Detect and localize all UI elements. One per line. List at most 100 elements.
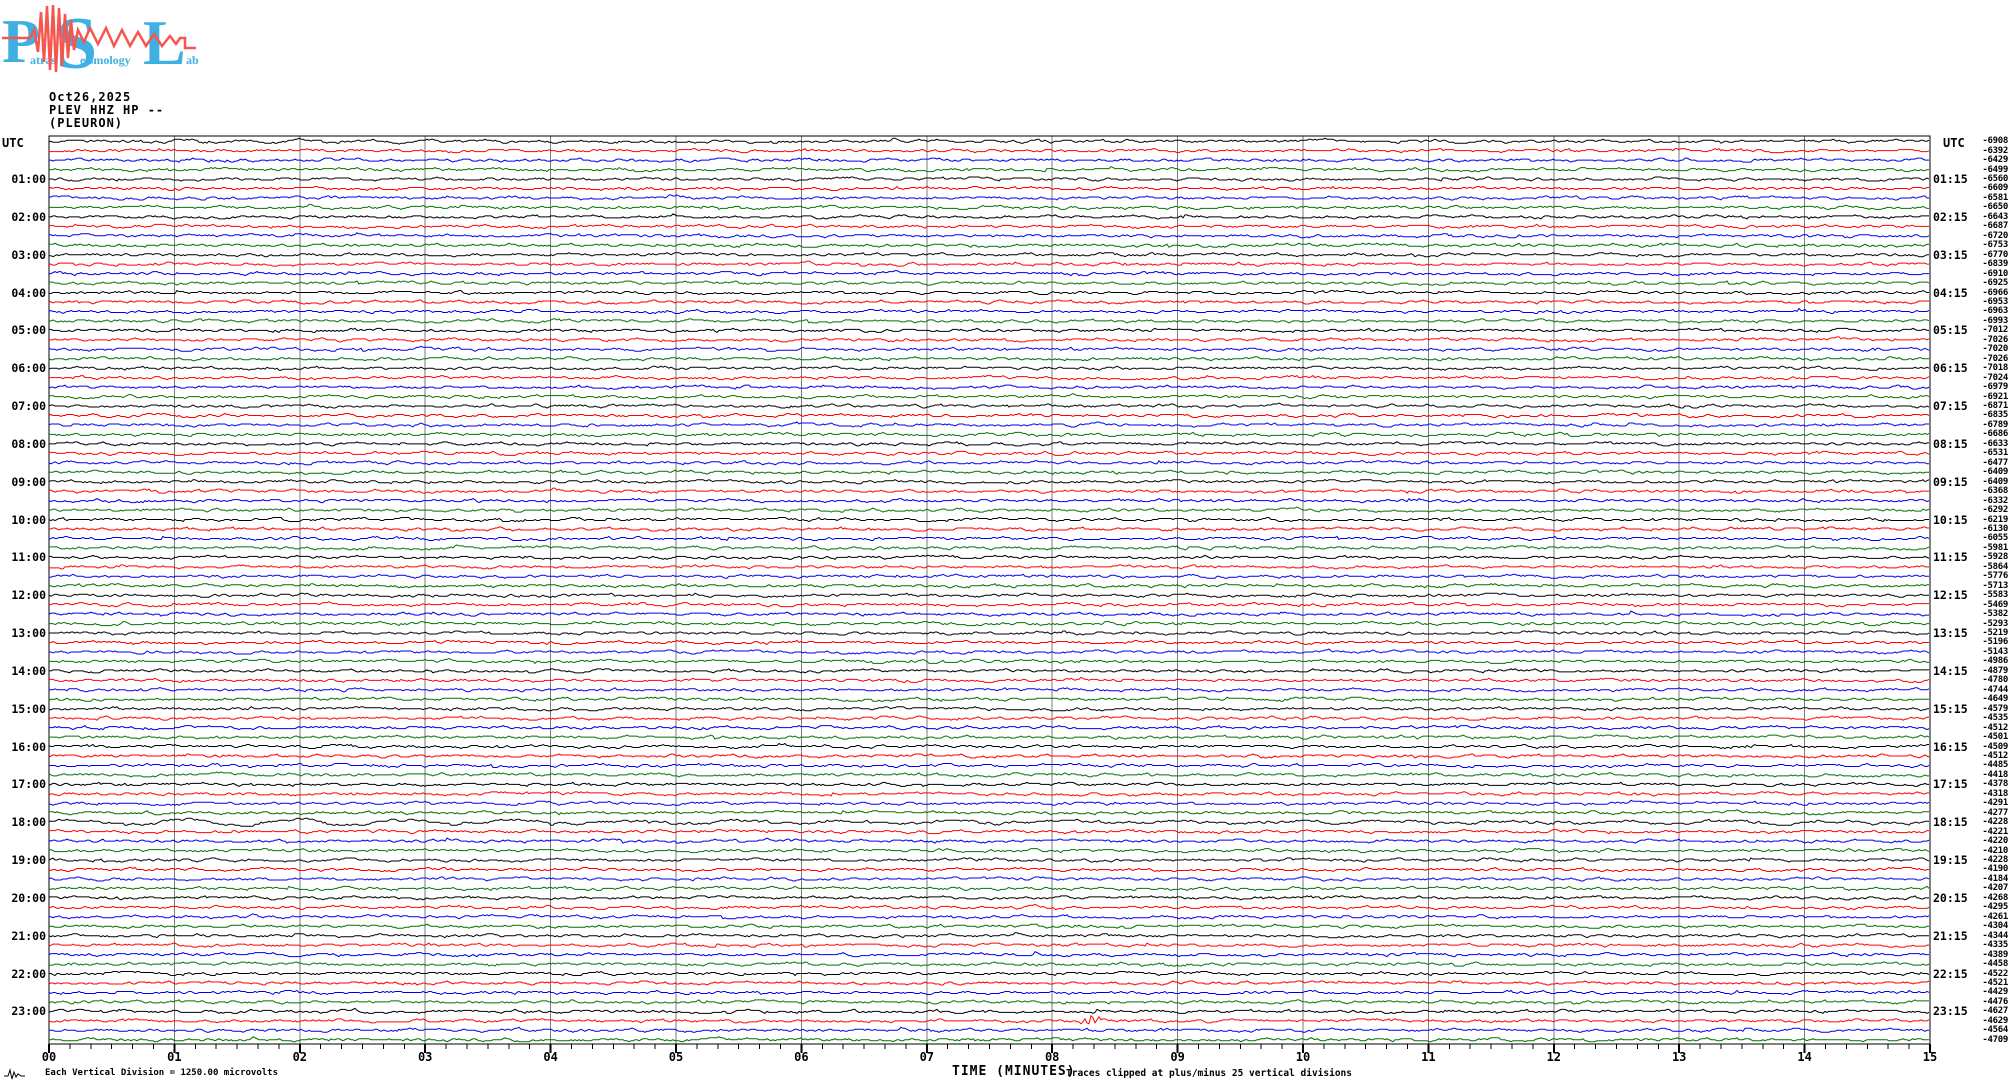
seismogram-trace-row [49, 260, 1929, 267]
right-hour-label: 15:15 [1933, 701, 1968, 716]
seismogram-trace-row [49, 450, 1930, 456]
left-hour-label: 19:00 [11, 853, 46, 868]
seismogram-trace-row [49, 487, 1929, 494]
seismogram-trace-row [48, 421, 1929, 428]
left-hour-label: 18:00 [11, 815, 46, 830]
left-hour-label: 05:00 [11, 323, 46, 338]
trace-offset-value: -6835 [1982, 410, 2008, 421]
utc-label-left: UTC [2, 136, 24, 150]
x-tick-label: 08 [1044, 1050, 1060, 1064]
seismogram-trace-row [49, 289, 1929, 296]
trace-offset-value: -4418 [1982, 769, 2008, 780]
seismogram-trace-row [49, 526, 1929, 532]
trace-offset-value: -4476 [1982, 996, 2008, 1007]
right-hour-label: 09:15 [1933, 474, 1968, 489]
x-tick-label: 12 [1546, 1050, 1562, 1064]
left-hour-label: 21:00 [11, 928, 46, 943]
trace-offset-value: -4744 [1982, 684, 2008, 695]
seismogram-trace-row [48, 837, 1930, 844]
seismogram-trace-row [48, 384, 1930, 390]
trace-offset-value: -4210 [1982, 845, 2008, 856]
seismogram-trace-row [48, 365, 1930, 371]
trace-offset-value: -7012 [1982, 325, 2008, 336]
station-label: (PLEURON) [49, 116, 124, 130]
seismogram-trace-row [49, 970, 1930, 977]
trace-offset-value: -6392 [1982, 145, 2008, 156]
trace-offset-value: -7026 [1982, 334, 2008, 345]
right-hour-label: 18:15 [1933, 815, 1968, 830]
trace-offset-value: -7024 [1982, 372, 2008, 383]
trace-offset-value: -4522 [1982, 968, 2008, 979]
trace-offset-value: -6292 [1982, 505, 2008, 516]
seismogram-trace-row [49, 903, 1930, 910]
trace-offset-value: -4228 [1982, 855, 2008, 866]
left-hour-label: 01:00 [11, 172, 46, 187]
right-hour-label: 21:15 [1933, 928, 1968, 943]
x-tick-label: 04 [543, 1050, 558, 1064]
seismogram-trace-row [48, 857, 1930, 863]
footer-scale-marker-icon [4, 1068, 25, 1080]
seismogram-trace-row [49, 232, 1930, 239]
seismogram-trace-row [49, 564, 1929, 570]
trace-offset-value: -6409 [1982, 476, 2008, 487]
seismogram-trace-row [48, 516, 1929, 523]
utc-label-right: UTC [1943, 136, 1965, 150]
left-hour-label: 03:00 [11, 247, 46, 262]
trace-offset-value: -6055 [1982, 533, 2008, 544]
trace-offset-value: -6953 [1982, 296, 2008, 307]
seismogram-trace-row [48, 535, 1930, 542]
right-hour-label: 13:15 [1933, 626, 1968, 641]
x-tick-label: 06 [794, 1050, 809, 1064]
seismogram-trace-row [48, 459, 1929, 466]
x-tick-label: 10 [1295, 1050, 1311, 1064]
trace-offset-value: -4512 [1982, 722, 2008, 733]
seismogram-trace-row [49, 336, 1930, 343]
trace-offset-value: -4261 [1982, 911, 2008, 922]
seismogram-trace-row [48, 742, 1929, 750]
trace-offset-value: -4485 [1982, 760, 2008, 771]
trace-offset-value: -5219 [1982, 628, 2008, 639]
trace-offset-value: -4986 [1982, 656, 2008, 667]
seismogram-trace-row [48, 592, 1929, 598]
seismogram-trace-row [49, 270, 1929, 277]
seismogram-trace-row [48, 1007, 1930, 1014]
seismogram-trace-row [49, 657, 1929, 665]
seismogram-trace-row [48, 345, 1930, 352]
trace-offset-value: -4221 [1982, 826, 2008, 837]
right-hour-label: 19:15 [1933, 853, 1968, 868]
seismogram-trace-row [49, 715, 1929, 721]
seismogram-trace-row [49, 630, 1930, 636]
seismogram-trace-row [48, 866, 1929, 873]
trace-offset-value: -6219 [1982, 514, 2008, 525]
left-hour-label: 10:00 [11, 512, 46, 527]
trace-offset-value: -6560 [1982, 174, 2008, 185]
trace-offset-value: -6332 [1982, 495, 2008, 506]
trace-offset-value: -6753 [1982, 240, 2008, 251]
right-hour-label: 04:15 [1933, 285, 1968, 300]
right-hour-label: 14:15 [1933, 663, 1968, 678]
seismogram-trace-row [49, 725, 1930, 731]
seismogram-trace-row [49, 554, 1930, 560]
right-hour-label: 01:15 [1933, 172, 1968, 187]
seismogram-trace-row [48, 696, 1929, 702]
trace-offset-value: -7018 [1982, 363, 2008, 374]
channel-label: PLEV HHZ HP -- [49, 103, 165, 117]
trace-offset-value: -6633 [1982, 438, 2008, 449]
right-hour-label: 06:15 [1933, 361, 1968, 376]
left-hour-label: 04:00 [11, 285, 46, 300]
trace-offset-value: -6609 [1982, 183, 2008, 194]
trace-offset-value: -4335 [1982, 940, 2008, 951]
seismogram-trace-row [49, 165, 1929, 173]
right-hour-label: 08:15 [1933, 436, 1968, 451]
x-tick-label: 05 [668, 1050, 684, 1064]
left-hour-label: 07:00 [11, 399, 46, 414]
trace-offset-value: -6686 [1982, 429, 2008, 440]
trace-offset-value: -4649 [1982, 694, 2008, 705]
seismogram-trace-row [48, 771, 1929, 778]
seismogram-trace-row [48, 989, 1930, 996]
seismogram-trace-row [48, 980, 1930, 986]
trace-offset-value: -4344 [1982, 930, 2008, 941]
seismogram-trace-row [49, 441, 1929, 447]
seismogram-trace-row [49, 762, 1930, 769]
